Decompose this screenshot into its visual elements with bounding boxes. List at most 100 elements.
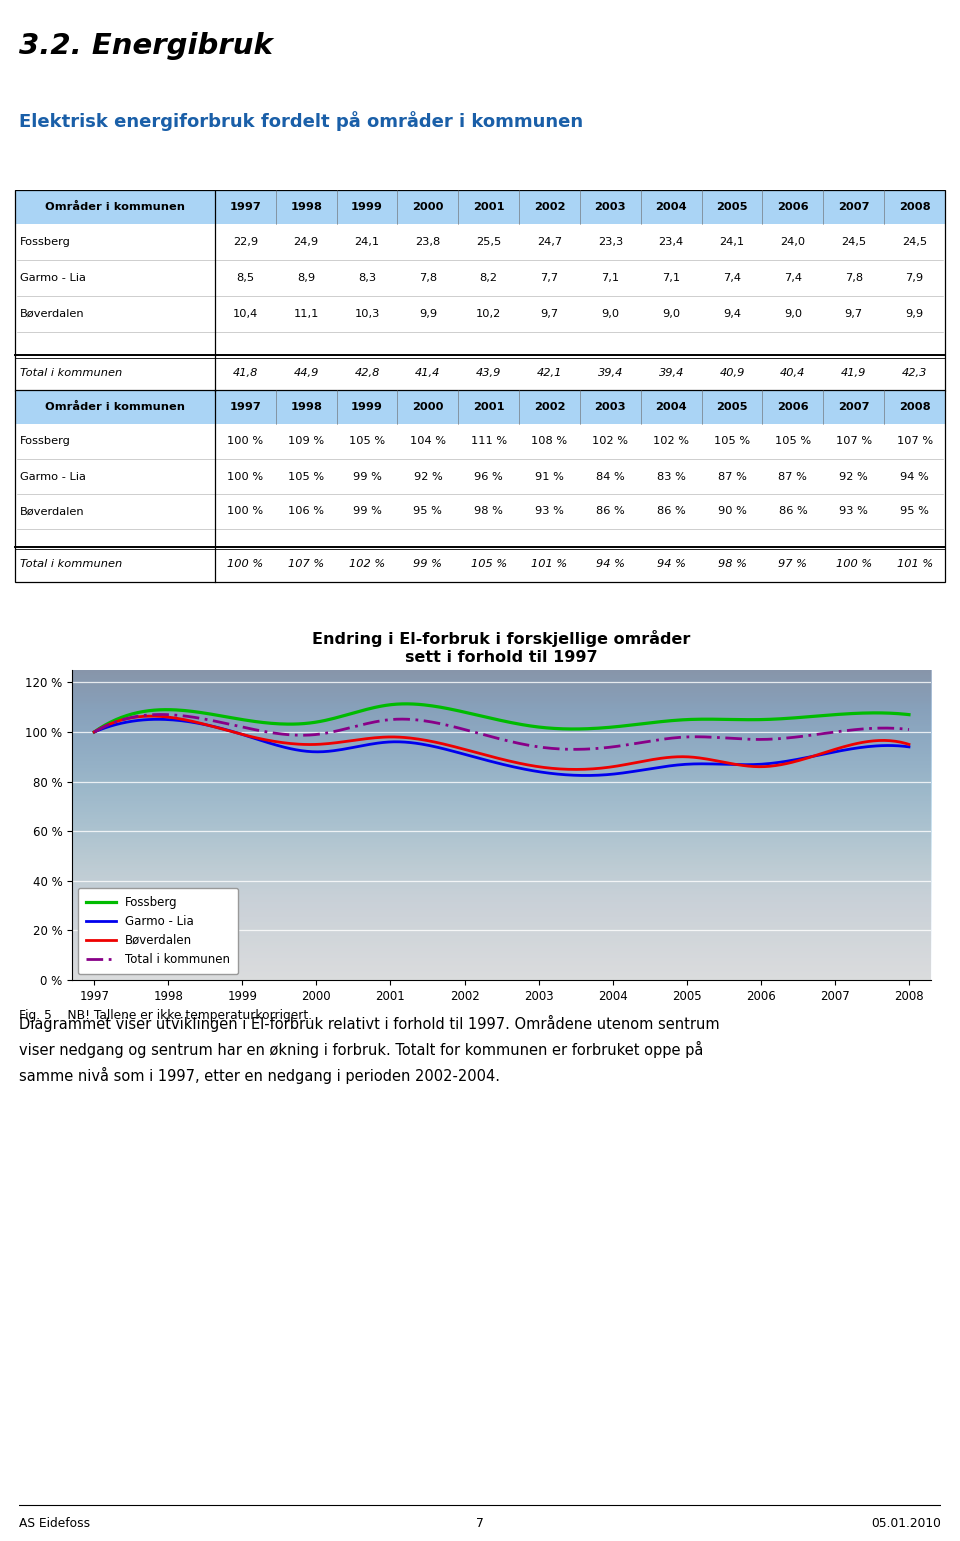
Text: 107 %: 107 % bbox=[836, 436, 872, 447]
Text: 2006: 2006 bbox=[777, 402, 808, 411]
Text: 100 %: 100 % bbox=[228, 472, 263, 481]
Text: 7,4: 7,4 bbox=[784, 273, 802, 284]
Text: 93 %: 93 % bbox=[839, 507, 868, 516]
Text: 05.01.2010: 05.01.2010 bbox=[871, 1518, 941, 1530]
Text: 2004: 2004 bbox=[656, 402, 687, 411]
Text: 22,9: 22,9 bbox=[233, 237, 258, 247]
Text: 9,9: 9,9 bbox=[905, 310, 924, 319]
Text: Bøverdalen: Bøverdalen bbox=[20, 310, 84, 319]
Text: 111 %: 111 % bbox=[470, 436, 507, 447]
Text: 7,7: 7,7 bbox=[540, 273, 559, 284]
Text: 8,9: 8,9 bbox=[298, 273, 315, 284]
Text: Fossberg: Fossberg bbox=[20, 237, 71, 247]
Text: 105 %: 105 % bbox=[349, 436, 385, 447]
Text: 1998: 1998 bbox=[290, 202, 323, 213]
Text: 24,5: 24,5 bbox=[841, 237, 866, 247]
Text: 2008: 2008 bbox=[899, 202, 930, 213]
Title: Endring i El-forbruk i forskjellige områder
sett i forhold til 1997: Endring i El-forbruk i forskjellige områ… bbox=[312, 630, 691, 664]
Bar bbox=[15, 190, 945, 391]
Text: 84 %: 84 % bbox=[596, 472, 625, 481]
Text: 100 %: 100 % bbox=[228, 436, 263, 447]
Text: 23,4: 23,4 bbox=[659, 237, 684, 247]
Text: 1997: 1997 bbox=[229, 202, 261, 213]
Text: 94 %: 94 % bbox=[657, 559, 685, 569]
Text: 9,7: 9,7 bbox=[845, 310, 863, 319]
Text: 43,9: 43,9 bbox=[476, 368, 501, 379]
Text: Områder i kommunen: Områder i kommunen bbox=[45, 402, 185, 411]
Text: Bøverdalen: Bøverdalen bbox=[20, 507, 84, 516]
Text: 105 %: 105 % bbox=[288, 472, 324, 481]
Text: 9,4: 9,4 bbox=[723, 310, 741, 319]
Text: 8,5: 8,5 bbox=[236, 273, 254, 284]
Text: 39,4: 39,4 bbox=[659, 368, 684, 379]
Text: 99 %: 99 % bbox=[352, 507, 381, 516]
Text: AS Eidefoss: AS Eidefoss bbox=[19, 1518, 90, 1530]
Text: 94 %: 94 % bbox=[596, 559, 625, 569]
Text: 108 %: 108 % bbox=[532, 436, 567, 447]
Text: 9,7: 9,7 bbox=[540, 310, 559, 319]
Text: 10,2: 10,2 bbox=[476, 310, 501, 319]
Text: 2000: 2000 bbox=[412, 402, 444, 411]
Text: 107 %: 107 % bbox=[288, 559, 324, 569]
Text: 98 %: 98 % bbox=[718, 559, 747, 569]
Text: 92 %: 92 % bbox=[414, 472, 443, 481]
Text: 24,9: 24,9 bbox=[294, 237, 319, 247]
Text: 24,5: 24,5 bbox=[902, 237, 927, 247]
Text: 3.2. Energibruk: 3.2. Energibruk bbox=[19, 32, 273, 60]
Text: 101 %: 101 % bbox=[532, 559, 567, 569]
Text: 7,8: 7,8 bbox=[419, 273, 437, 284]
Text: 42,1: 42,1 bbox=[537, 368, 563, 379]
Text: 41,8: 41,8 bbox=[232, 368, 258, 379]
Text: 86 %: 86 % bbox=[657, 507, 685, 516]
Text: 9,0: 9,0 bbox=[662, 310, 681, 319]
Text: 2003: 2003 bbox=[594, 402, 626, 411]
Text: 7,1: 7,1 bbox=[601, 273, 619, 284]
Text: 7,9: 7,9 bbox=[905, 273, 924, 284]
Text: 25,5: 25,5 bbox=[476, 237, 501, 247]
Text: 102 %: 102 % bbox=[653, 436, 689, 447]
Text: 2001: 2001 bbox=[473, 202, 504, 213]
Text: 2003: 2003 bbox=[594, 202, 626, 213]
Text: 8,2: 8,2 bbox=[480, 273, 497, 284]
Text: 24,1: 24,1 bbox=[354, 237, 379, 247]
Text: Garmo - Lia: Garmo - Lia bbox=[20, 273, 85, 284]
Bar bbox=[15, 390, 945, 424]
Text: 2005: 2005 bbox=[716, 402, 748, 411]
Text: 41,9: 41,9 bbox=[841, 368, 867, 379]
Text: 87 %: 87 % bbox=[718, 472, 747, 481]
Text: 23,3: 23,3 bbox=[598, 237, 623, 247]
Text: 8,3: 8,3 bbox=[358, 273, 376, 284]
Text: 2002: 2002 bbox=[534, 402, 565, 411]
Text: Fossberg: Fossberg bbox=[20, 436, 71, 447]
Text: 39,4: 39,4 bbox=[598, 368, 623, 379]
Text: 24,0: 24,0 bbox=[780, 237, 805, 247]
Text: 1997: 1997 bbox=[229, 402, 261, 411]
Text: 42,8: 42,8 bbox=[354, 368, 380, 379]
Text: 2004: 2004 bbox=[656, 202, 687, 213]
Text: 86 %: 86 % bbox=[596, 507, 625, 516]
Text: 7,1: 7,1 bbox=[662, 273, 681, 284]
Text: 92 %: 92 % bbox=[839, 472, 868, 481]
Text: 102 %: 102 % bbox=[349, 559, 385, 569]
Text: 87 %: 87 % bbox=[779, 472, 807, 481]
Text: 98 %: 98 % bbox=[474, 507, 503, 516]
Text: 42,3: 42,3 bbox=[901, 368, 927, 379]
Text: 2005: 2005 bbox=[716, 202, 748, 213]
Text: 2002: 2002 bbox=[534, 202, 565, 213]
Text: 11,1: 11,1 bbox=[294, 310, 319, 319]
Text: 24,1: 24,1 bbox=[719, 237, 745, 247]
Text: Områder i kommunen: Områder i kommunen bbox=[45, 202, 185, 213]
Text: Total i kommunen: Total i kommunen bbox=[20, 368, 122, 379]
Text: 96 %: 96 % bbox=[474, 472, 503, 481]
Text: 2007: 2007 bbox=[838, 402, 870, 411]
Text: Total i kommunen: Total i kommunen bbox=[20, 559, 122, 569]
Text: 40,9: 40,9 bbox=[719, 368, 745, 379]
Text: 99 %: 99 % bbox=[352, 472, 381, 481]
Text: 107 %: 107 % bbox=[897, 436, 933, 447]
Text: 24,7: 24,7 bbox=[537, 237, 563, 247]
Text: 2001: 2001 bbox=[473, 402, 504, 411]
Text: 97 %: 97 % bbox=[779, 559, 807, 569]
Text: 100 %: 100 % bbox=[836, 559, 872, 569]
Legend: Fossberg, Garmo - Lia, Bøverdalen, Total i kommunen: Fossberg, Garmo - Lia, Bøverdalen, Total… bbox=[78, 888, 238, 974]
Text: 86 %: 86 % bbox=[779, 507, 807, 516]
